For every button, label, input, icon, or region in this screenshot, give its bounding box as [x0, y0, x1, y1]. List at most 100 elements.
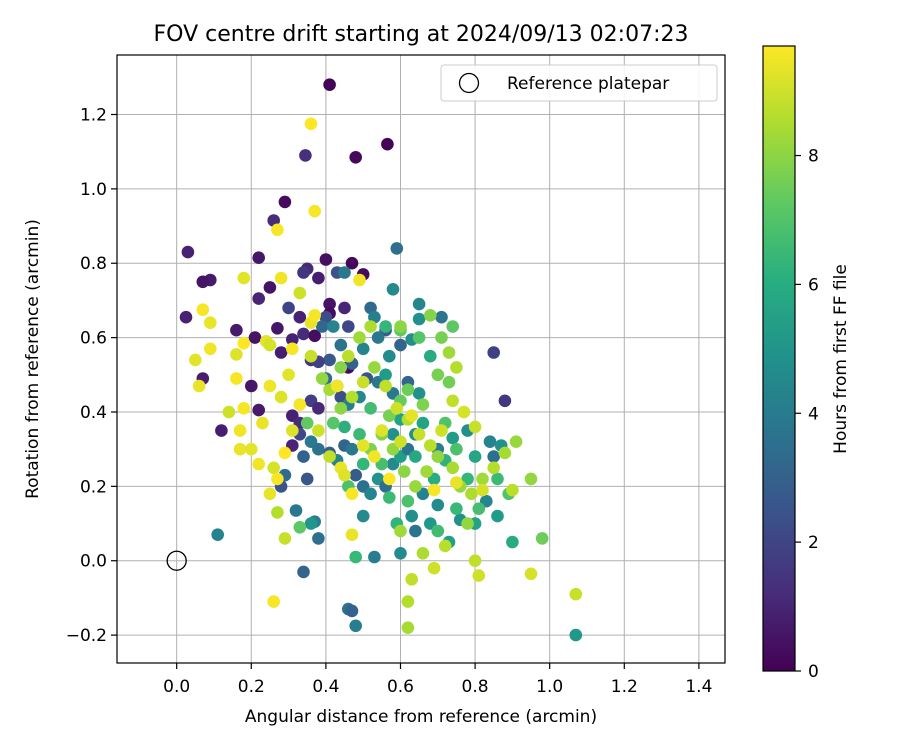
scatter-point	[278, 446, 292, 460]
scatter-point	[450, 361, 463, 374]
scatter-point	[237, 271, 251, 285]
colorbar-tick-label: 4	[808, 404, 819, 424]
legend: Reference platepar	[440, 64, 718, 102]
scatter-point	[498, 446, 512, 460]
x-tick-label: 0.4	[312, 677, 339, 697]
scatter-point	[394, 524, 407, 538]
scatter-point	[308, 329, 322, 343]
x-tick-label: 1.4	[685, 677, 712, 697]
data-points	[179, 78, 583, 642]
grid-lines	[117, 55, 725, 663]
scatter-point	[304, 517, 318, 530]
scatter-point	[237, 402, 251, 415]
scatter-point	[509, 435, 523, 449]
scatter-point	[438, 539, 452, 553]
scatter-point	[304, 349, 318, 363]
scatter-point	[420, 465, 433, 478]
x-tick-label: 1.2	[611, 677, 638, 697]
scatter-point	[327, 320, 340, 333]
scatter-point	[383, 491, 396, 504]
scatter-point	[349, 151, 363, 164]
scatter-point	[468, 450, 482, 463]
scatter-point	[245, 379, 258, 393]
scatter-point	[179, 310, 193, 324]
scatter-point	[312, 271, 325, 285]
y-axis-ticks: −0.2 0.0 0.2 0.4 0.6 0.8 1.0 1.2	[66, 105, 117, 646]
y-tick-label: 0.6	[80, 329, 107, 349]
scatter-point	[286, 333, 299, 346]
scatter-point	[282, 301, 295, 315]
scatter-point	[256, 416, 269, 430]
scatter-point	[315, 320, 329, 333]
scatter-point	[375, 424, 389, 437]
scatter-point	[409, 524, 422, 538]
scatter-point	[356, 439, 370, 452]
scatter-point	[412, 297, 426, 311]
scatter-point	[345, 487, 359, 501]
reference-platepar-marker	[166, 550, 187, 571]
scatter-point	[401, 595, 415, 608]
scatter-point	[409, 450, 422, 463]
scatter-point	[498, 394, 512, 408]
scatter-point	[476, 483, 489, 497]
scatter-point	[312, 532, 325, 545]
colorbar-label: Hours from first FF file	[831, 264, 851, 454]
scatter-point	[569, 587, 583, 601]
scatter-point	[506, 535, 519, 549]
x-axis-ticks: 0.0 0.2 0.4 0.6 0.8 1.0 1.2 1.4	[163, 663, 712, 697]
scatter-point	[412, 428, 426, 441]
scatter-point	[278, 195, 292, 209]
scatter-point	[401, 621, 415, 634]
scatter-point	[323, 297, 336, 311]
scatter-point	[345, 256, 359, 270]
scatter-point	[379, 320, 392, 333]
scatter-point	[267, 595, 281, 608]
scatter-point	[349, 619, 363, 633]
scatter-point	[189, 353, 202, 367]
scatter-point	[401, 494, 415, 508]
scatter-point	[293, 286, 307, 300]
scatter-point	[263, 487, 277, 501]
scatter-point	[192, 379, 206, 393]
scatter-point	[457, 405, 471, 419]
scatter-point	[263, 379, 277, 393]
scatter-point	[323, 353, 336, 367]
scatter-point	[381, 137, 394, 151]
x-axis-label: Angular distance from reference (arcmin)	[245, 707, 597, 727]
scatter-point	[427, 483, 441, 497]
scatter-point	[386, 283, 400, 296]
scatter-point	[345, 528, 359, 541]
scatter-point	[252, 403, 265, 417]
scatter-point	[468, 420, 482, 434]
scatter-point	[271, 472, 284, 486]
scatter-point	[181, 245, 195, 259]
x-tick-label: 0.2	[238, 677, 265, 697]
scatter-point	[483, 435, 497, 449]
scatter-point	[245, 442, 258, 456]
scatter-point	[330, 379, 344, 393]
scatter-point	[297, 327, 310, 341]
scatter-point	[334, 361, 348, 374]
scatter-point	[450, 476, 463, 489]
colorbar-ticks: 0 2 4 6 8	[795, 147, 819, 682]
scatter-point	[416, 416, 430, 430]
scatter-point	[472, 569, 486, 582]
colorbar: 0 2 4 6 8 Hours from first FF file	[762, 45, 851, 682]
scatter-point	[342, 349, 355, 363]
legend-entry-reference: Reference platepar	[507, 74, 669, 94]
scatter-point	[297, 565, 310, 579]
scatter-point	[435, 424, 448, 437]
scatter-point	[252, 251, 265, 264]
scatter-point	[334, 402, 348, 415]
scatter-point	[300, 472, 314, 486]
scatter-point	[353, 273, 366, 287]
scatter-point	[233, 424, 247, 437]
scatter-point	[356, 509, 370, 523]
scatter-point	[405, 509, 419, 523]
scatter-point	[274, 390, 288, 404]
scatter-point	[230, 348, 243, 361]
x-tick-label: 1.0	[536, 677, 563, 697]
reference-marker	[166, 550, 187, 571]
scatter-point	[472, 502, 486, 515]
